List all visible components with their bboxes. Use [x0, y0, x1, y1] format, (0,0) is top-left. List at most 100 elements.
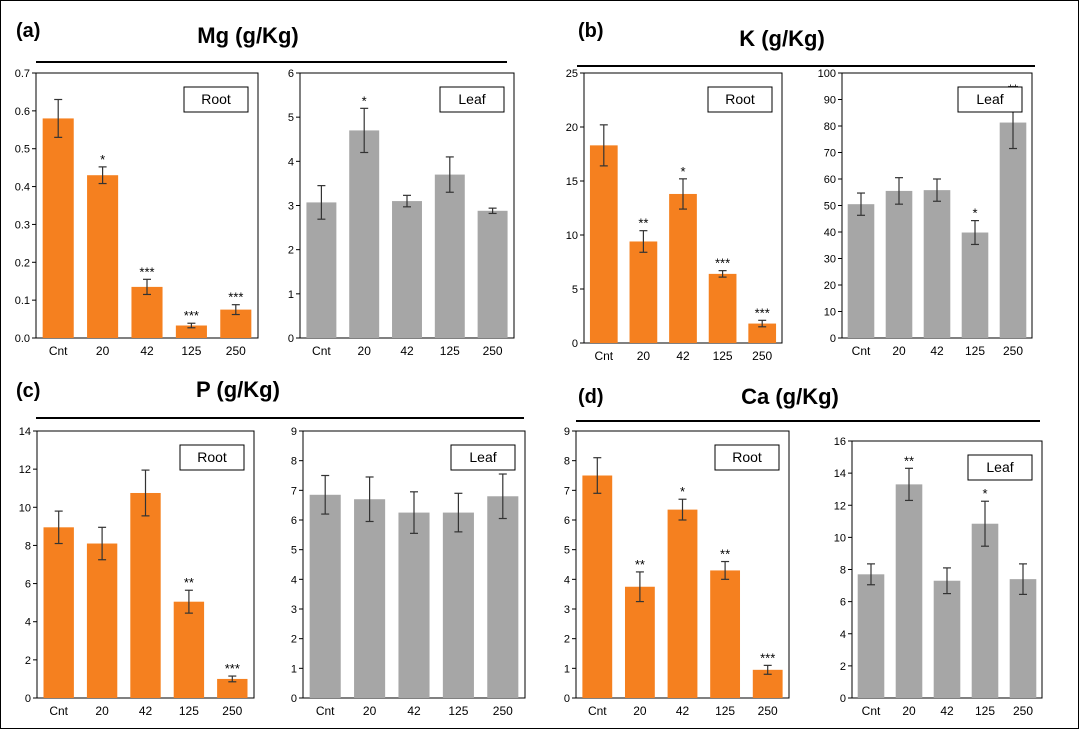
x-tick-label: 20: [95, 704, 109, 718]
y-tick-label: 8: [25, 540, 31, 552]
x-tick-label: 20: [358, 344, 372, 358]
x-tick-label: 42: [940, 704, 954, 718]
subplot-c-leaf: 0 1 2 3 4 5 6 7 8 9 Cnt 20 42 125 250 Leaf: [291, 426, 526, 718]
panel-a-label: (a): [16, 20, 40, 42]
y-tick-label: 2: [291, 634, 297, 646]
leaf-bar: [477, 210, 508, 338]
x-tick-label: 250: [493, 704, 513, 718]
x-tick-label: 125: [713, 349, 733, 363]
x-tick-label: 42: [930, 344, 944, 358]
root-bar: [86, 543, 118, 698]
leaf-bar: [309, 494, 341, 698]
significance-label: **: [635, 557, 645, 572]
y-tick-label: 2: [840, 661, 846, 673]
leaf-bar: [487, 496, 519, 698]
y-tick-label: 70: [824, 148, 836, 160]
y-tick-label: 6: [291, 515, 297, 527]
y-tick-label: 9: [291, 426, 297, 438]
y-tick-label: 5: [288, 112, 294, 124]
y-tick-label: 0: [25, 693, 31, 705]
x-tick-label: Cnt: [862, 704, 881, 718]
y-tick-label: 0: [840, 693, 846, 705]
x-tick-label: 42: [407, 704, 421, 718]
leaf-bar: [349, 130, 380, 338]
panel-a: (a) Mg (g/Kg) 0.0 0.1 0.2 0.3 0.4 0.5 0.6 0.7 Cn…: [15, 20, 515, 358]
y-tick-label: 0: [830, 333, 836, 345]
y-tick-label: 14: [834, 468, 846, 480]
panel-b: (b) K (g/Kg) 0 5 10 15 20 25 Cnt ** 20 * 42 *** 125 *…: [566, 20, 1035, 363]
root-bar: [87, 175, 119, 338]
x-tick-label: 42: [676, 704, 690, 718]
root-label-box: [714, 444, 780, 471]
x-tick-label: 250: [226, 344, 246, 358]
y-tick-label: 1: [288, 289, 294, 301]
subplot-b-leaf: 0102030405060708090100Cnt2042*125**250Le…: [818, 68, 1033, 358]
y-tick-label: 1: [291, 663, 297, 675]
subplot-a-root: 0.0 0.1 0.2 0.3 0.4 0.5 0.6 0.7 Cnt * 20 *** 42 *** 12…: [15, 68, 259, 358]
y-tick-label: 15: [566, 176, 578, 188]
x-tick-label: 42: [139, 704, 153, 718]
y-tick-label: 7: [564, 485, 570, 497]
x-tick-label: 125: [715, 704, 735, 718]
y-tick-label: 2: [564, 634, 570, 646]
panel-a-title: Mg (g/Kg): [197, 23, 298, 48]
root-label: Root: [201, 91, 231, 107]
panel-c-title: P (g/Kg): [196, 377, 280, 402]
leaf-bar: [857, 574, 885, 698]
x-tick-label: Cnt: [594, 349, 613, 363]
y-tick-label: 100: [818, 68, 836, 80]
leaf-bar: [392, 201, 422, 338]
panel-d-label: (d): [578, 386, 604, 408]
y-tick-label: 0.5: [15, 144, 30, 156]
root-bar: [43, 527, 74, 698]
leaf-bar: [923, 190, 951, 338]
x-tick-label: 250: [758, 704, 778, 718]
significance-label: ***: [715, 256, 730, 271]
leaf-bar: [961, 232, 989, 338]
leaf-bar: [895, 484, 923, 698]
root-bar: [582, 475, 613, 698]
y-tick-label: 0.0: [15, 333, 30, 345]
x-tick-label: Cnt: [588, 704, 607, 718]
root-bar: [131, 286, 163, 338]
significance-label: ***: [755, 305, 770, 320]
subplot-d-leaf: 0 2 4 6 8 10 12 14 16 Cnt ** 20 42 * 125 250 Leaf: [834, 436, 1043, 718]
y-tick-label: 6: [25, 579, 31, 591]
significance-label: *: [972, 206, 977, 221]
y-tick-label: 2: [25, 655, 31, 667]
root-bar: [130, 492, 161, 698]
panel-b-title: K (g/Kg): [739, 26, 825, 51]
subplot-c-root: 0 2 4 6 8 10 12 14 Cnt 20 42 ** 125 *** 250 Root: [19, 426, 255, 718]
y-tick-label: 1: [564, 663, 570, 675]
x-tick-label: 125: [975, 704, 995, 718]
x-tick-label: 20: [363, 704, 377, 718]
y-tick-label: 10: [19, 502, 31, 514]
y-tick-label: 8: [291, 456, 297, 468]
y-tick-label: 5: [291, 545, 297, 557]
x-tick-label: 20: [902, 704, 916, 718]
y-tick-label: 4: [25, 617, 31, 629]
leaf-bar: [1009, 579, 1037, 698]
root-bar: [629, 241, 658, 343]
root-bar: [748, 323, 777, 343]
leaf-bar: [434, 174, 465, 338]
y-tick-label: 90: [824, 95, 836, 107]
leaf-bar: [847, 204, 875, 338]
x-tick-label: 125: [965, 344, 985, 358]
x-tick-label: 125: [181, 344, 201, 358]
y-tick-label: 6: [288, 68, 294, 80]
leaf-label: Leaf: [469, 449, 496, 465]
x-tick-label: 250: [1013, 704, 1033, 718]
x-tick-label: 125: [440, 344, 460, 358]
y-tick-label: 30: [824, 254, 836, 266]
significance-label: **: [720, 547, 730, 562]
leaf-bar: [999, 122, 1027, 339]
y-tick-label: 5: [572, 284, 578, 296]
significance-label: **: [904, 453, 914, 468]
y-tick-label: 7: [291, 485, 297, 497]
leaf-bar: [971, 523, 999, 698]
leaf-label: Leaf: [458, 91, 485, 107]
significance-label: ***: [184, 308, 199, 323]
leaf-label-box: [957, 86, 1023, 113]
y-tick-label: 4: [564, 574, 570, 586]
